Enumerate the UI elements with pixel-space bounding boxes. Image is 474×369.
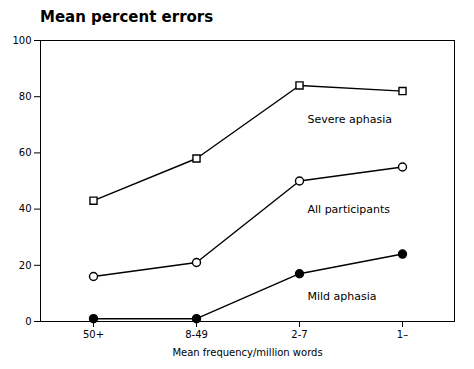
svg-text:1–: 1– <box>397 329 408 340</box>
svg-text:40: 40 <box>19 203 32 214</box>
svg-text:20: 20 <box>19 260 32 271</box>
svg-text:8-49: 8-49 <box>185 329 208 340</box>
html-text:Mean percent errors: Mean percent errors <box>40 8 214 26</box>
svg-text:Mean frequency/million words: Mean frequency/million words <box>172 347 322 358</box>
svg-text:Severe aphasia: Severe aphasia <box>308 113 393 126</box>
svg-text:All participants: All participants <box>308 203 391 216</box>
svg-text:2-7: 2-7 <box>291 329 307 340</box>
svg-text:100: 100 <box>12 35 31 46</box>
svg-text:60: 60 <box>19 147 32 158</box>
svg-text:80: 80 <box>19 91 32 102</box>
svg-text:0: 0 <box>25 316 31 327</box>
svg-text:50+: 50+ <box>83 329 104 340</box>
svg-text:Mild aphasia: Mild aphasia <box>308 290 377 303</box>
